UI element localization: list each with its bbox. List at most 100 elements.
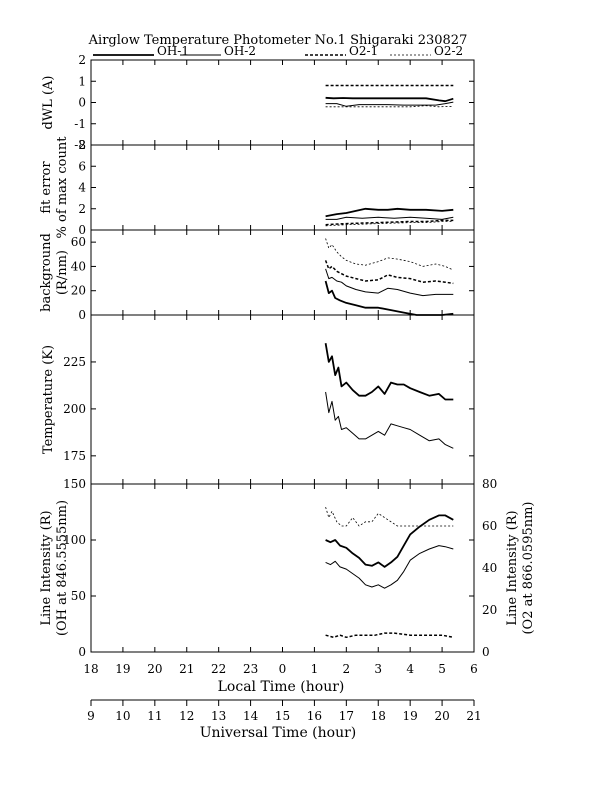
y-tick-label: 150 [63,477,86,491]
local-time-tick-label: 1 [311,662,319,676]
universal-time-tick-label: 12 [179,709,194,723]
panel-1: 2 1 0 -1 -2 dWL (A) [41,53,475,152]
universal-time-tick-label: 21 [466,709,481,723]
series-line-oh-2 [325,216,454,220]
local-time-tick-label: 5 [438,662,446,676]
y-tick-label: 100 [63,533,86,547]
local-time-tick-label: 4 [406,662,414,676]
y-axis-label: dWL (A) [41,76,56,130]
y-tick-label: 2 [78,53,86,67]
y-tick-label: -1 [74,117,86,131]
panel-2: 8 6 4 2 0 fit error% of max count [39,136,475,239]
y-right-tick-label: 0 [482,645,490,659]
legend-label-oh-2: OH-2 [224,44,256,58]
panel-frame [90,59,475,146]
legend-label-oh-1: OH-1 [157,44,189,58]
series-line-oh-1 [324,343,454,401]
y-tick-label: 175 [63,449,86,463]
y-right-tick-label: 20 [482,603,497,617]
local-time-tick-label: 0 [279,662,287,676]
series-line-o2-1 [325,219,454,226]
y-tick-label: 0 [78,645,86,659]
local-time-tick-label: 20 [147,662,162,676]
y-tick-label: 6 [78,159,86,173]
local-time-tick-label: 21 [179,662,194,676]
series-line-oh-2 [325,391,454,449]
universal-time-tick-label: 19 [403,709,418,723]
y-tick-label: -2 [74,138,86,152]
local-time-tick-label: 22 [211,662,226,676]
y-tick-label: 200 [63,402,86,416]
y-tick-label: 40 [71,259,86,273]
y-right-axis-label-2: (O2 at 866.0595nm) [521,501,536,634]
series-line-o2-2 [325,238,454,271]
local-time-tick-label: 2 [343,662,351,676]
universal-time-tick-label: 14 [243,709,259,723]
local-time-axis-label: Local Time (hour) [218,679,345,695]
universal-time-tick-label: 16 [307,709,322,723]
y-axis-label: Temperature (K) [41,345,56,454]
panel-3: 60 40 20 0 background (R/nm) [39,229,475,322]
y-tick-label: 60 [71,235,86,249]
local-time-tick-label: 23 [243,662,258,676]
y-axis-label: fit error [39,161,54,214]
legend-label-o2-1: O2-1 [349,44,378,58]
y-tick-label: 2 [78,202,86,216]
y-tick-label: 225 [63,355,86,369]
series-line-o2-2 [325,506,454,527]
y-tick-label: 0 [78,223,86,237]
universal-time-tick-label: 11 [147,709,162,723]
universal-time-tick-label: 10 [115,709,130,723]
legend: OH-1 OH-2 O2-1 O2-2 [93,44,463,58]
y-tick-label: 1 [78,74,86,88]
series-line-oh-2 [325,101,454,107]
y-axis-label-2: (OH at 846.5555nm) [55,500,70,636]
series-line-oh-1 [325,96,454,103]
y-tick-label: 0 [78,96,86,110]
series-line-oh-2 [325,545,454,589]
y-axis-label: Line Intensity (R) [39,510,54,625]
series-line-oh-1 [325,514,454,568]
y-right-tick-label: 80 [482,477,497,491]
local-time-tick-label: 6 [470,662,478,676]
series-line-oh-1 [325,207,454,218]
panel-4: 225 200 175 Temperature (K) [41,314,475,485]
y-right-axis-label: Line Intensity (R) [505,510,520,625]
panel-frame [90,314,475,485]
universal-time-tick-label: 15 [275,709,290,723]
panel-frame [90,229,475,316]
universal-time-axis-label: Universal Time (hour) [200,725,357,741]
series-line-o2-2 [325,221,454,227]
series-line-o2-2 [325,105,454,108]
y-right-tick-label: 60 [482,519,497,533]
local-time-tick-label: 18 [83,662,98,676]
y-tick-label: 4 [78,181,86,195]
y-tick-label: 20 [71,284,86,298]
y-tick-label: 0 [78,308,86,322]
series-line-o2-1 [325,632,454,639]
series-line-o2-1 [324,260,454,285]
y-right-tick-label: 40 [482,561,497,575]
legend-label-o2-2: O2-2 [434,44,463,58]
universal-time-tick-label: 20 [434,709,449,723]
universal-time-tick-label: 18 [371,709,386,723]
y-axis-label-2: % of max count [55,136,70,239]
local-time-tick-label: 19 [115,662,130,676]
chart-title: Airglow Temperature Photometer No.1 Shig… [88,33,468,48]
local-time-tick-label: 3 [374,662,382,676]
panel-frame [90,483,475,653]
universal-time-tick-label: 9 [87,709,95,723]
series-line-oh-1 [324,280,454,316]
y-axis-label-2: (R/nm) [55,250,70,295]
y-axis-label: background [39,233,54,312]
universal-time-tick-label: 17 [339,709,354,723]
universal-time-tick-label: 13 [211,709,226,723]
series-line-oh-2 [325,268,454,297]
y-tick-label: 8 [78,138,86,152]
y-tick-label: 50 [71,589,86,603]
